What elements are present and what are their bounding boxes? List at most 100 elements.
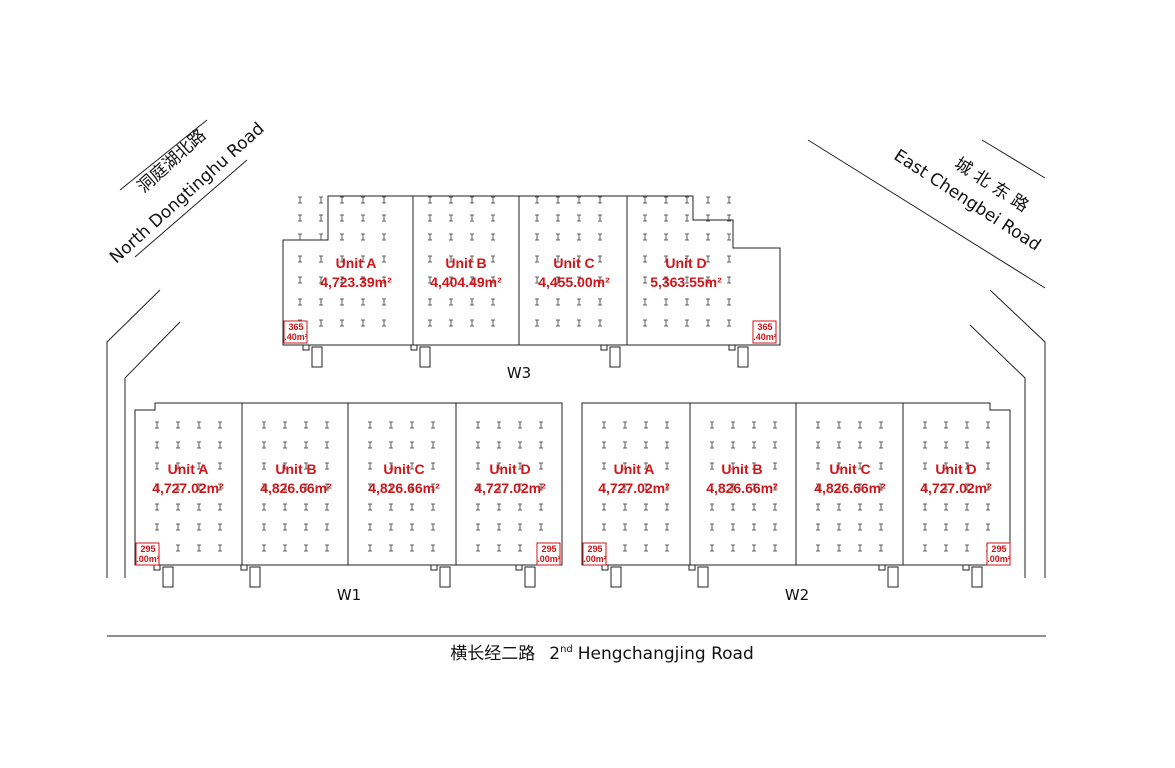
column-marker (197, 462, 201, 470)
column-marker (623, 421, 627, 429)
unit-area: 4,727.02m² (152, 480, 224, 496)
column-marker (325, 503, 329, 511)
column-marker (431, 462, 435, 470)
unit-area: 4,727.02m² (598, 480, 670, 496)
column-marker (623, 523, 627, 531)
column-marker (283, 544, 287, 552)
column-marker (176, 483, 180, 491)
unit-name: Unit B (445, 255, 486, 271)
column-marker (598, 214, 602, 222)
column-marker (319, 319, 323, 327)
column-marker (304, 523, 308, 531)
column-marker (283, 421, 287, 429)
unit-name: Unit D (489, 461, 530, 477)
column-marker (382, 255, 386, 263)
column-marker (986, 483, 990, 491)
column-marker (752, 421, 756, 429)
column-marker (491, 196, 495, 204)
column-marker (518, 483, 522, 491)
column-marker (602, 462, 606, 470)
column-marker (155, 462, 159, 470)
column-marker (644, 421, 648, 429)
column-marker (858, 421, 862, 429)
column-marker (155, 503, 159, 511)
column-marker (923, 462, 927, 470)
column-marker (449, 233, 453, 241)
column-marker (773, 544, 777, 552)
column-marker (176, 503, 180, 511)
column-marker (879, 462, 883, 470)
loading-dock (249, 566, 261, 588)
column-marker (389, 483, 393, 491)
unit-area: 5,363.55m² (650, 274, 722, 290)
column-marker (556, 319, 560, 327)
column-marker (176, 462, 180, 470)
column-marker (923, 523, 927, 531)
column-marker (361, 255, 365, 263)
loading-dock (697, 566, 709, 588)
column-marker (706, 233, 710, 241)
building-outline (282, 195, 781, 346)
road-name-en: Hengchangjing Road (578, 644, 754, 664)
column-marker (665, 523, 669, 531)
column-marker (476, 523, 480, 531)
building-label: W3 (507, 364, 531, 382)
column-marker (325, 462, 329, 470)
unit-name: Unit C (383, 461, 424, 477)
column-marker (623, 441, 627, 449)
column-marker (665, 544, 669, 552)
column-marker (598, 233, 602, 241)
column-marker (197, 441, 201, 449)
column-marker (944, 503, 948, 511)
loading-dock (609, 346, 621, 368)
column-marker (470, 255, 474, 263)
column-marker (858, 544, 862, 552)
unit-name: Unit D (665, 255, 706, 271)
column-marker (556, 298, 560, 306)
office-area: 365 (757, 322, 772, 332)
column-marker (368, 462, 372, 470)
column-marker (476, 544, 480, 552)
column-marker (816, 462, 820, 470)
column-marker (710, 503, 714, 511)
column-marker (685, 276, 689, 284)
column-marker (643, 214, 647, 222)
column-marker (556, 196, 560, 204)
road-label-group: 城 北 东 路 East Chengbei Road (890, 146, 1044, 256)
unit-area: 4,723.39m² (320, 274, 392, 290)
column-marker (752, 441, 756, 449)
column-marker (449, 196, 453, 204)
column-marker (410, 503, 414, 511)
unit-area: 4,826.66m² (260, 480, 332, 496)
column-marker (879, 544, 883, 552)
column-marker (731, 483, 735, 491)
loading-dock (419, 346, 431, 368)
column-marker (710, 462, 714, 470)
column-marker (837, 483, 841, 491)
column-marker (491, 214, 495, 222)
column-marker (731, 544, 735, 552)
column-marker (858, 441, 862, 449)
column-marker (428, 214, 432, 222)
column-marker (449, 276, 453, 284)
unit-name: Unit A (614, 461, 655, 477)
column-marker (986, 462, 990, 470)
column-marker (837, 441, 841, 449)
unit-name: Unit A (168, 461, 209, 477)
column-marker (731, 523, 735, 531)
column-marker (197, 421, 201, 429)
column-marker (858, 483, 862, 491)
column-marker (368, 421, 372, 429)
road-ordinal: nd (560, 644, 573, 655)
column-marker (986, 421, 990, 429)
unit-area: 4,826.66m² (814, 480, 886, 496)
column-marker (535, 255, 539, 263)
office-box (986, 542, 1011, 566)
column-marker (944, 544, 948, 552)
column-marker (449, 298, 453, 306)
road-label: 横长经二路 2nd Hengchangjing Road (450, 644, 754, 664)
column-marker (155, 523, 159, 531)
dock-door (430, 564, 438, 571)
column-marker (518, 544, 522, 552)
column-marker (176, 544, 180, 552)
